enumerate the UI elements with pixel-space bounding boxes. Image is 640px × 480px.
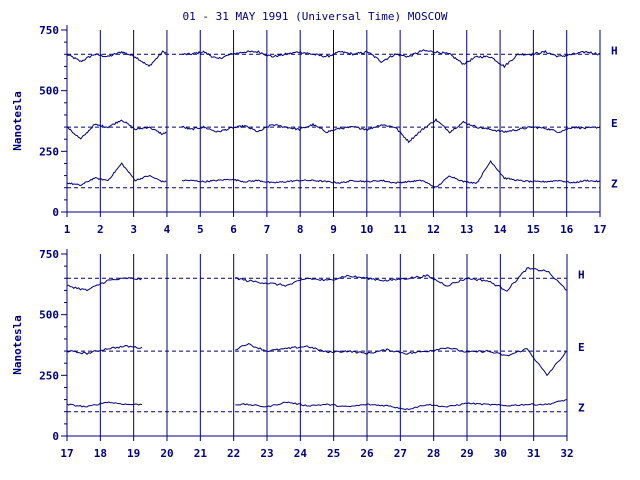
- y-tick-label: 0: [52, 430, 59, 443]
- x-tick-label: 30: [494, 447, 507, 460]
- x-tick-label: 1: [64, 223, 71, 236]
- x-tick-label: 14: [493, 223, 507, 236]
- y-tick-label: 500: [39, 85, 59, 98]
- x-tick-label: 15: [527, 223, 540, 236]
- x-tick-label: 23: [260, 447, 273, 460]
- series-z-trace: [66, 399, 568, 411]
- y-tick-label: 750: [39, 248, 59, 261]
- x-tick-label: 6: [230, 223, 237, 236]
- x-tick-label: 28: [427, 447, 440, 460]
- x-tick-label: 31: [527, 447, 541, 460]
- series-h-trace: [66, 49, 601, 69]
- upper-panel: 1 2 3 4 5 6 7 8 9 10 11 12 13 14 15 16 170250500750Nanot…: [11, 24, 618, 236]
- series-e-trace: [66, 118, 601, 144]
- x-tick-label: 29: [460, 447, 473, 460]
- y-axis-label: Nanotesla: [11, 315, 24, 375]
- y-tick-label: 500: [39, 309, 59, 322]
- series-e-trace: [66, 343, 568, 377]
- component-label-z: Z: [578, 402, 585, 415]
- x-tick-label: 4: [164, 223, 171, 236]
- x-tick-label: 25: [327, 447, 340, 460]
- x-tick-label: 21: [194, 447, 208, 460]
- x-tick-label: 18: [94, 447, 107, 460]
- x-tick-label: 13: [460, 223, 473, 236]
- x-tick-label: 3: [130, 223, 137, 236]
- y-tick-label: 0: [52, 206, 59, 219]
- x-tick-label: 8: [297, 223, 304, 236]
- x-tick-label: 16: [560, 223, 574, 236]
- x-tick-label: 2: [97, 223, 104, 236]
- x-tick-label: 22: [227, 447, 240, 460]
- component-label-h: H: [611, 44, 618, 57]
- x-tick-label: 19: [127, 447, 140, 460]
- y-tick-label: 250: [39, 145, 59, 158]
- x-tick-label: 7: [264, 223, 271, 236]
- x-tick-label: 5: [197, 223, 204, 236]
- x-tick-label: 32: [560, 447, 573, 460]
- series-h-trace: [66, 267, 568, 292]
- x-tick-label: 20: [160, 447, 173, 460]
- x-tick-label: 9: [330, 223, 337, 236]
- chart-title: 01 - 31 MAY 1991 (Universal Time) MOSCOW: [183, 10, 448, 23]
- y-axis-label: Nanotesla: [11, 91, 24, 151]
- y-tick-label: 250: [39, 369, 59, 382]
- x-tick-label: 12: [427, 223, 440, 236]
- x-tick-label: 17: [593, 223, 606, 236]
- lower-panel: 17 18 19 20 21 22 23 24 25 26 27 28 29 30 31 32 0 250 500 7…: [11, 248, 585, 460]
- y-tick-label: 750: [39, 24, 59, 37]
- series-z-trace: [66, 159, 601, 188]
- component-label-e: E: [611, 117, 618, 130]
- component-label-e: E: [578, 341, 585, 354]
- x-tick-label: 11: [394, 223, 408, 236]
- x-tick-label: 10: [360, 223, 373, 236]
- x-tick-label: 26: [360, 447, 374, 460]
- x-tick-label: 27: [394, 447, 407, 460]
- component-label-z: Z: [611, 178, 618, 191]
- x-tick-label: 17: [60, 447, 73, 460]
- component-label-h: H: [578, 268, 585, 281]
- x-tick-label: 24: [294, 447, 308, 460]
